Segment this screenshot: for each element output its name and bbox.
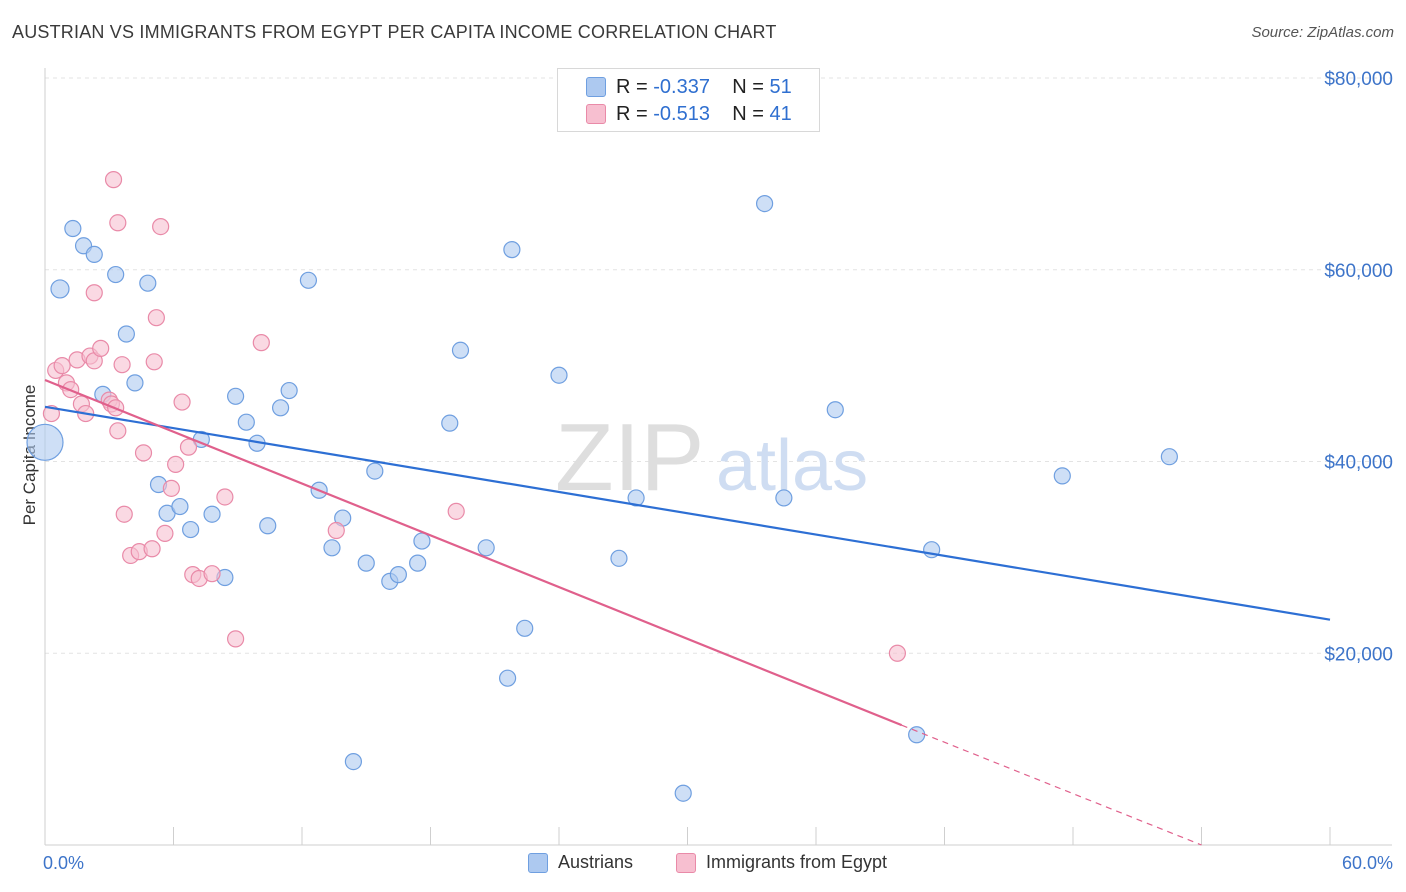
austrians-series <box>26 194 1178 802</box>
austrians-point <box>366 462 384 480</box>
egypt-point <box>115 505 133 523</box>
egypt-series <box>42 171 906 662</box>
egypt-r-label: R = <box>616 103 648 125</box>
egypt-point <box>327 521 345 540</box>
gridlines <box>45 77 1392 654</box>
austrians-point <box>64 219 82 238</box>
trend-lines <box>44 378 1331 846</box>
austrians-point <box>299 271 318 289</box>
tick-labels: $20,000 $40,000 $60,000 $80,000 0.0% 60.0% <box>43 69 1393 873</box>
egypt-n-value: 41 <box>769 103 792 125</box>
austrians-r-value: -0.337 <box>653 76 710 98</box>
austrians-point <box>171 497 189 516</box>
austrians-point <box>203 505 221 523</box>
austrians-n-label: N = <box>732 76 764 98</box>
austrians-point <box>610 549 628 567</box>
egypt-point <box>167 455 185 473</box>
egypt-trend-extension <box>901 724 1202 846</box>
stats-legend: R = -0.337 N = 51 R = -0.513 N = 41 <box>557 68 820 132</box>
egypt-point <box>134 444 153 462</box>
y-tick-label: $60,000 <box>1324 261 1393 282</box>
egypt-r-value: -0.513 <box>653 103 710 125</box>
austrians-point <box>117 325 135 343</box>
egypt-point <box>447 502 465 520</box>
egypt-point <box>85 284 103 302</box>
austrians-point <box>477 539 495 557</box>
austrians-n-value: 51 <box>769 76 792 98</box>
chart-title: AUSTRIAN VS IMMIGRANTS FROM EGYPT PER CA… <box>12 22 777 42</box>
austrians-point <box>85 245 103 264</box>
austrians-point <box>280 381 298 400</box>
austrians-point <box>409 554 427 572</box>
austrians-point <box>550 366 568 384</box>
watermark: ZIP atlas <box>555 404 868 511</box>
austrians-point <box>271 399 290 417</box>
austrians-point <box>237 413 255 431</box>
austrians-point <box>182 520 200 539</box>
egypt-point <box>113 356 131 374</box>
watermark-atlas: atlas <box>716 426 868 506</box>
y-tick-label: $20,000 <box>1324 644 1393 665</box>
austrians-point <box>139 274 157 292</box>
y-tick-label: $80,000 <box>1324 69 1393 90</box>
austrians-point <box>50 279 70 299</box>
austrians-point <box>126 374 144 392</box>
egypt-swatch <box>586 104 606 124</box>
y-tick-label: $40,000 <box>1324 453 1393 474</box>
austrians-point <box>107 265 125 284</box>
egypt-point <box>162 479 180 497</box>
source-note: Source: ZipAtlas.com <box>1251 24 1394 41</box>
egypt-point <box>227 630 245 648</box>
egypt-point <box>216 488 234 506</box>
austrians-point <box>826 401 844 419</box>
austrians-legend-label: Austrians <box>558 852 634 872</box>
austrians-r-label: R = <box>616 76 648 98</box>
egypt-point <box>147 309 165 327</box>
egypt-point <box>145 353 163 371</box>
austrians-point <box>323 539 341 557</box>
egypt-point <box>109 422 127 440</box>
austrians-point <box>441 414 459 432</box>
austrians-point <box>775 489 793 507</box>
egypt-point <box>143 540 161 558</box>
egypt-legend-swatch <box>676 853 696 873</box>
austrians-point <box>627 489 645 507</box>
austrians-point <box>413 532 431 550</box>
austrians-point <box>1160 448 1178 466</box>
austrians-point <box>26 423 64 461</box>
egypt-point <box>92 339 110 357</box>
austrians-point <box>674 784 692 802</box>
austrians-swatch <box>586 77 606 97</box>
austrians-point <box>227 387 245 405</box>
austrians-point <box>755 194 774 213</box>
x-tick-label-min: 0.0% <box>43 853 84 873</box>
egypt-point <box>203 565 221 583</box>
austrians-point <box>1053 467 1071 485</box>
egypt-point <box>156 524 174 543</box>
egypt-point <box>888 644 906 662</box>
austrians-legend-swatch <box>528 853 548 873</box>
egypt-point <box>252 334 270 352</box>
egypt-legend-label: Immigrants from Egypt <box>706 852 888 872</box>
austrians-point <box>503 241 521 259</box>
egypt-point <box>152 218 170 236</box>
egypt-point <box>109 214 127 232</box>
x-tick-label-max: 60.0% <box>1342 853 1393 873</box>
egypt-point <box>179 438 198 456</box>
austrians-point <box>344 752 362 771</box>
egypt-trend-line <box>44 378 903 727</box>
austrians-point <box>259 517 277 535</box>
austrians-point <box>357 554 375 572</box>
austrians-point <box>908 726 926 744</box>
austrians-point <box>389 566 407 584</box>
egypt-n-label: N = <box>732 103 764 125</box>
egypt-point <box>104 171 123 189</box>
austrians-point <box>499 669 517 687</box>
egypt-point <box>173 393 191 411</box>
austrians-point <box>516 619 534 637</box>
austrians-trend-line <box>44 405 1331 621</box>
egypt-point <box>53 357 71 375</box>
austrians-point <box>451 341 470 359</box>
